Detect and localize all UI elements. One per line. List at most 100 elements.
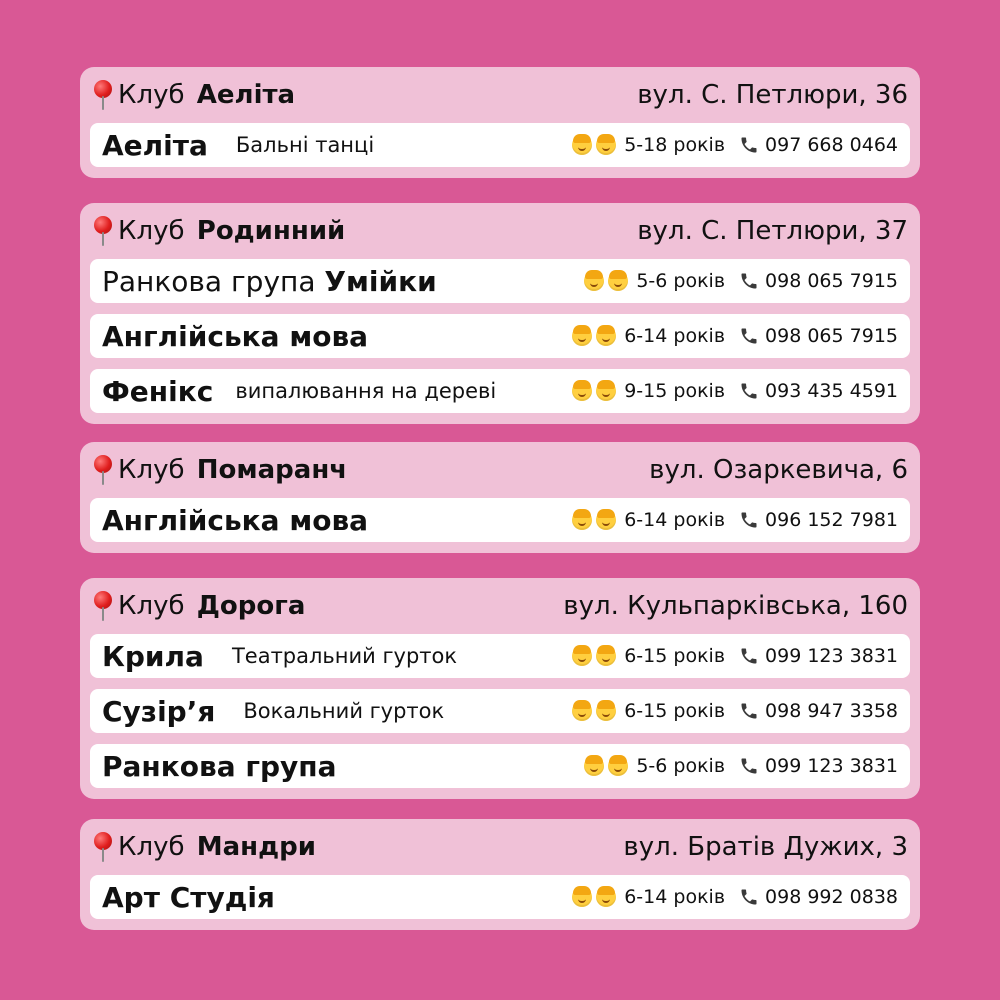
activity-title: Ранкова група: [102, 749, 337, 783]
activity-description: Театральний гурток: [231, 644, 458, 668]
club-card-pomaranch: Клуб Помаранч вул. Озаркевича, 6 Англійс…: [80, 442, 920, 553]
club-card-aelita: Клуб Аеліта вул. С. Петлюри, 36 Аеліта Б…: [80, 67, 920, 178]
location-pin-icon: [92, 455, 114, 485]
phone-contact[interactable]: 096 152 7981: [739, 509, 898, 531]
phone-number: 097 668 0464: [765, 134, 898, 156]
club-card-mandry: Клуб Мандри вул. Братів Дужих, 3 Арт Сту…: [80, 819, 920, 930]
boy-face-icon: [596, 886, 617, 907]
club-title: Клуб Помаранч: [92, 455, 347, 485]
club-header: Клуб Родинний вул. С. Петлюри, 37: [80, 203, 920, 259]
activity-row: Сузір’я Вокальний гурток 6-15 років 098 …: [90, 689, 910, 733]
telephone-icon: [741, 137, 757, 153]
location-pin-icon: [92, 832, 114, 862]
age-range: 9-15 років: [624, 380, 726, 402]
activity-row: Ранкова група Умійки 5-6 років 098 065 7…: [90, 259, 910, 303]
phone-contact[interactable]: 098 065 7915: [739, 270, 898, 292]
age-range: 5-6 років: [636, 755, 726, 777]
club-title: Клуб Родинний: [92, 216, 345, 246]
boy-face-icon: [596, 700, 617, 721]
club-title: Клуб Дорога: [92, 591, 305, 621]
phone-contact[interactable]: 099 123 3831: [739, 755, 898, 777]
telephone-icon: [741, 328, 757, 344]
activity-title: Фенікс: [102, 374, 214, 408]
phone-contact[interactable]: 098 947 3358: [739, 700, 898, 722]
activity-title: Арт Студія: [102, 880, 275, 914]
club-address: вул. Братів Дужих, 3: [623, 832, 908, 862]
phone-contact[interactable]: 093 435 4591: [739, 380, 898, 402]
telephone-icon: [741, 512, 757, 528]
girl-face-icon: [572, 134, 593, 155]
girl-face-icon: [584, 755, 605, 776]
age-range: 6-14 років: [624, 509, 726, 531]
activity-title: Аеліта: [102, 128, 208, 162]
activity-title-bold: Умійки: [324, 264, 437, 298]
boy-face-icon: [596, 325, 617, 346]
club-name: Дорога: [196, 591, 306, 621]
telephone-icon: [741, 648, 757, 664]
activity-meta: 6-14 років 098 065 7915: [572, 325, 898, 347]
boy-face-icon: [596, 645, 617, 666]
telephone-icon: [741, 273, 757, 289]
age-range: 5-18 років: [624, 134, 726, 156]
activity-meta: 6-14 років 096 152 7981: [572, 509, 898, 531]
location-pin-icon: [92, 216, 114, 246]
phone-number: 098 947 3358: [765, 700, 898, 722]
club-title: Клуб Мандри: [92, 832, 316, 862]
phone-number: 096 152 7981: [765, 509, 898, 531]
activity-row: Англійська мова 6-14 років 098 065 7915: [90, 314, 910, 358]
activity-title: Англійська мова: [102, 319, 369, 353]
club-word: Клуб: [118, 216, 185, 246]
activity-title: Крила: [102, 639, 204, 673]
activity-description: Бальні танці: [235, 133, 375, 157]
activity-row: Фенікс випалювання на дереві 9-15 років …: [90, 369, 910, 413]
girl-face-icon: [584, 270, 605, 291]
club-name: Аеліта: [196, 80, 296, 110]
activity-title: Ранкова група Умійки: [102, 265, 437, 298]
phone-contact[interactable]: 098 065 7915: [739, 325, 898, 347]
girl-face-icon: [572, 700, 593, 721]
boy-face-icon: [608, 270, 629, 291]
phone-contact[interactable]: 097 668 0464: [739, 134, 898, 156]
club-address: вул. Кульпарківська, 160: [563, 591, 908, 621]
activity-row: Крила Театральний гурток 6-15 років 099 …: [90, 634, 910, 678]
age-range: 6-14 років: [624, 886, 726, 908]
girl-face-icon: [572, 886, 593, 907]
telephone-icon: [741, 383, 757, 399]
location-pin-icon: [92, 591, 114, 621]
club-name: Родинний: [196, 216, 346, 246]
club-card-rodynnyi: Клуб Родинний вул. С. Петлюри, 37 Ранков…: [80, 203, 920, 424]
activity-title: Англійська мова: [102, 503, 369, 537]
phone-contact[interactable]: 099 123 3831: [739, 645, 898, 667]
phone-number: 098 065 7915: [765, 325, 898, 347]
club-name: Помаранч: [196, 455, 348, 485]
activity-description: випалювання на дереві: [235, 379, 497, 403]
club-word: Клуб: [118, 591, 185, 621]
club-address: вул. С. Петлюри, 36: [637, 80, 908, 110]
boy-face-icon: [608, 755, 629, 776]
club-word: Клуб: [118, 80, 185, 110]
girl-face-icon: [572, 509, 593, 530]
activity-title-light: Ранкова група: [102, 264, 325, 298]
activity-meta: 5-18 років 097 668 0464: [572, 134, 898, 156]
activity-row: Англійська мова 6-14 років 096 152 7981: [90, 498, 910, 542]
age-range: 6-14 років: [624, 325, 726, 347]
phone-number: 099 123 3831: [765, 645, 898, 667]
age-range: 6-15 років: [624, 645, 726, 667]
activity-row: Аеліта Бальні танці 5-18 років 097 668 0…: [90, 123, 910, 167]
activity-description: Вокальний гурток: [243, 699, 445, 723]
age-range: 6-15 років: [624, 700, 726, 722]
club-address: вул. С. Петлюри, 37: [637, 216, 908, 246]
girl-face-icon: [572, 645, 593, 666]
activity-meta: 5-6 років 098 065 7915: [584, 270, 898, 292]
phone-contact[interactable]: 098 992 0838: [739, 886, 898, 908]
activity-meta: 6-15 років 099 123 3831: [572, 645, 898, 667]
location-pin-icon: [92, 80, 114, 110]
boy-face-icon: [596, 380, 617, 401]
age-range: 5-6 років: [636, 270, 726, 292]
club-header: Клуб Помаранч вул. Озаркевича, 6: [80, 442, 920, 498]
club-header: Клуб Мандри вул. Братів Дужих, 3: [80, 819, 920, 875]
telephone-icon: [741, 758, 757, 774]
activity-row: Ранкова група 5-6 років 099 123 3831: [90, 744, 910, 788]
girl-face-icon: [572, 325, 593, 346]
club-name: Мандри: [196, 832, 316, 862]
